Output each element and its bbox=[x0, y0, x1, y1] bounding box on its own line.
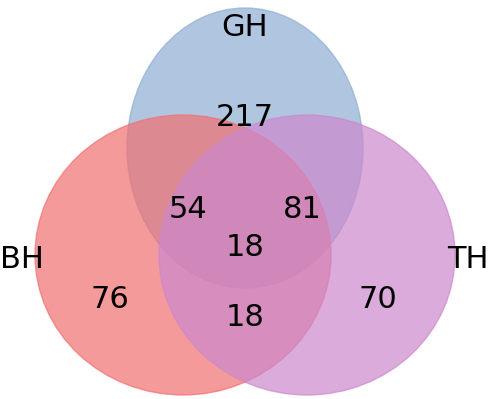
Text: 81: 81 bbox=[283, 196, 321, 225]
Text: GH: GH bbox=[221, 14, 269, 43]
Ellipse shape bbox=[127, 8, 363, 288]
Ellipse shape bbox=[35, 115, 331, 395]
Text: TH: TH bbox=[447, 245, 489, 275]
Text: 70: 70 bbox=[359, 286, 397, 314]
Text: BH: BH bbox=[0, 245, 44, 275]
Text: 217: 217 bbox=[216, 103, 274, 132]
Text: 54: 54 bbox=[169, 196, 207, 225]
Text: 76: 76 bbox=[91, 286, 129, 314]
Text: 18: 18 bbox=[225, 233, 265, 263]
Ellipse shape bbox=[159, 115, 455, 395]
Text: 18: 18 bbox=[225, 304, 265, 332]
